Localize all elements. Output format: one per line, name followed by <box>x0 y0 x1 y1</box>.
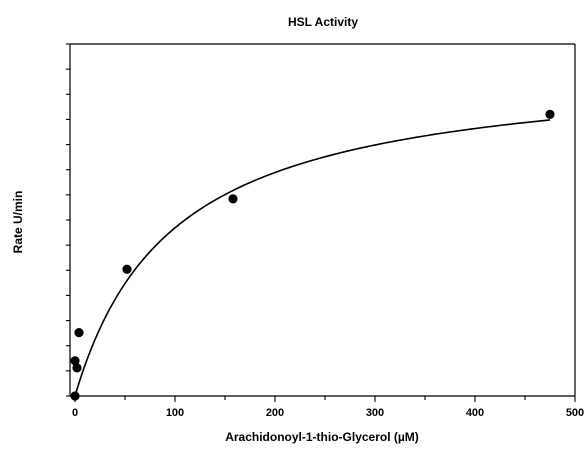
data-point <box>545 109 555 119</box>
data-point <box>70 391 80 401</box>
data-point <box>228 194 238 204</box>
x-tick-label: 500 <box>566 407 584 419</box>
y-axis-ticks <box>66 43 70 397</box>
x-tick-label: 0 <box>72 407 78 419</box>
data-point <box>72 363 82 373</box>
x-tick-label: 200 <box>266 407 284 419</box>
y-axis-label: Rate U/min <box>11 191 25 254</box>
chart-title: HSL Activity <box>288 15 358 29</box>
x-tick-label: 300 <box>366 407 384 419</box>
data-point <box>122 264 132 274</box>
x-tick-label: 100 <box>166 407 184 419</box>
x-axis-label: Arachidonoyl-1-thio-Glycerol (µM) <box>225 430 419 444</box>
x-axis-ticks <box>74 396 576 402</box>
data-point <box>70 356 80 366</box>
x-axis-tick-labels: 0 100 200 300 400 500 <box>72 407 584 419</box>
x-tick-label: 400 <box>466 407 484 419</box>
fit-curve-group <box>74 119 551 397</box>
fit-curve <box>74 119 551 397</box>
data-points <box>70 109 555 401</box>
plot-area <box>69 43 576 397</box>
data-point <box>74 328 84 338</box>
